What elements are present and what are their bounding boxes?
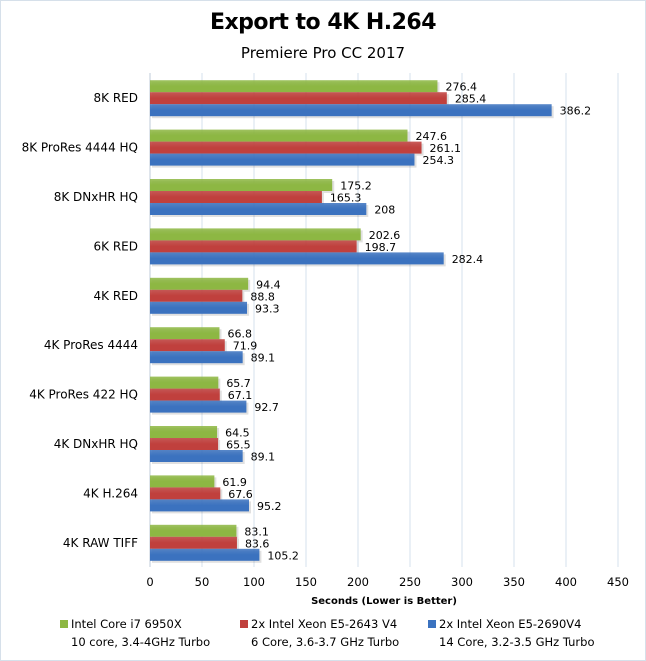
data-label: 175.2	[340, 180, 372, 193]
data-label: 93.3	[255, 302, 279, 315]
legend-detail: 14 Core, 3.2-3.5 GHz Turbo	[439, 635, 595, 649]
data-label: 165.3	[330, 192, 362, 205]
bar	[150, 228, 361, 241]
bar	[150, 289, 243, 302]
x-tick-label: 50	[195, 575, 210, 589]
legend-item-series-1: 2x Intel Xeon E5-2643 V4 6 Core, 3.6-3.7…	[240, 615, 399, 651]
legend-swatch	[428, 620, 436, 628]
legend-label: Intel Core i7 6950X	[71, 617, 182, 631]
bar	[150, 524, 237, 537]
bar	[150, 191, 322, 203]
bar	[150, 376, 219, 389]
chart-subtitle: Premiere Pro CC 2017	[240, 44, 406, 62]
legend-swatch	[60, 620, 68, 628]
bar	[150, 487, 221, 500]
category-label: 8K DNxHR HQ	[54, 190, 138, 204]
data-label: 254.3	[422, 154, 454, 167]
data-label: 65.5	[226, 439, 251, 452]
data-label: 92.7	[254, 401, 279, 414]
bar	[150, 499, 250, 512]
data-label: 247.6	[416, 130, 448, 143]
data-label: 89.1	[251, 352, 276, 365]
bar	[150, 179, 333, 191]
category-label: 4K ProRes 422 HQ	[29, 388, 138, 402]
data-label: 71.9	[233, 340, 258, 353]
bar	[150, 203, 367, 215]
x-tick-label: 400	[555, 575, 577, 589]
bar	[150, 339, 225, 352]
chart-title: Export to 4K H.264	[209, 10, 437, 35]
legend-detail: 10 core, 3.4-4GHz Turbo	[71, 635, 211, 649]
data-label: 285.4	[455, 93, 487, 106]
bar	[150, 92, 447, 105]
x-tick-label: 250	[399, 575, 421, 589]
bar	[150, 475, 215, 488]
data-label: 65.7	[226, 377, 251, 390]
bar	[150, 450, 243, 462]
bar	[150, 80, 438, 93]
x-tick-label: 0	[146, 575, 153, 589]
category-label: 4K RED	[94, 289, 138, 303]
category-label: 8K ProRes 4444 HQ	[22, 141, 138, 155]
data-label: 386.2	[560, 105, 592, 118]
x-tick-label: 450	[607, 575, 629, 589]
category-label: 8K RED	[94, 91, 138, 105]
data-label: 276.4	[445, 81, 477, 94]
data-label: 282.4	[452, 253, 484, 266]
bar	[150, 536, 237, 549]
bar	[150, 277, 249, 290]
bar	[150, 327, 220, 340]
data-label: 83.6	[245, 537, 270, 550]
bar	[150, 104, 552, 117]
x-tick-label: 100	[243, 575, 265, 589]
data-label: 83.1	[244, 525, 269, 538]
data-label: 208	[374, 204, 395, 217]
data-label: 202.6	[369, 229, 401, 242]
bar	[150, 426, 218, 438]
x-tick-label: 300	[451, 575, 473, 589]
legend-item-series-0: Intel Core i7 6950X 10 core, 3.4-4GHz Tu…	[60, 615, 210, 651]
x-axis-label: Seconds (Lower is Better)	[311, 596, 457, 607]
bar	[150, 301, 248, 314]
category-label: 4K ProRes 4444	[44, 338, 138, 352]
data-label: 88.8	[250, 290, 274, 303]
data-label: 95.2	[257, 500, 282, 513]
bar	[150, 548, 260, 561]
legend-label: 2x Intel Xeon E5-2643 V4	[251, 617, 398, 631]
bar	[150, 240, 357, 253]
bar	[150, 351, 243, 364]
bar	[150, 153, 415, 166]
bar	[150, 400, 247, 413]
data-label: 66.8	[227, 328, 252, 341]
category-label: 4K DNxHR HQ	[54, 437, 138, 451]
data-label: 198.7	[365, 241, 397, 254]
bar	[150, 141, 422, 154]
x-tick-label: 350	[503, 575, 525, 589]
data-label: 89.1	[251, 451, 276, 464]
bar	[150, 388, 220, 401]
data-label: 64.5	[225, 427, 250, 440]
category-label: 6K RED	[94, 239, 138, 253]
data-label: 105.2	[267, 549, 299, 562]
x-tick-label: 150	[295, 575, 317, 589]
category-label: 4K H.264	[83, 486, 138, 500]
legend-swatch	[240, 620, 248, 628]
bar	[150, 129, 408, 142]
bar	[150, 252, 444, 265]
data-label: 94.4	[256, 278, 281, 291]
data-label: 261.1	[430, 142, 462, 155]
category-label: 4K RAW TIFF	[63, 536, 138, 550]
legend-label: 2x Intel Xeon E5-2690V4	[439, 617, 582, 631]
x-tick-label: 200	[347, 575, 369, 589]
data-label: 67.6	[228, 488, 253, 501]
data-label: 61.9	[222, 476, 247, 489]
legend-detail: 6 Core, 3.6-3.7 GHz Turbo	[251, 635, 400, 649]
data-label: 67.1	[228, 389, 253, 402]
bar	[150, 438, 219, 450]
legend-item-series-2: 2x Intel Xeon E5-2690V4 14 Core, 3.2-3.5…	[428, 615, 594, 651]
